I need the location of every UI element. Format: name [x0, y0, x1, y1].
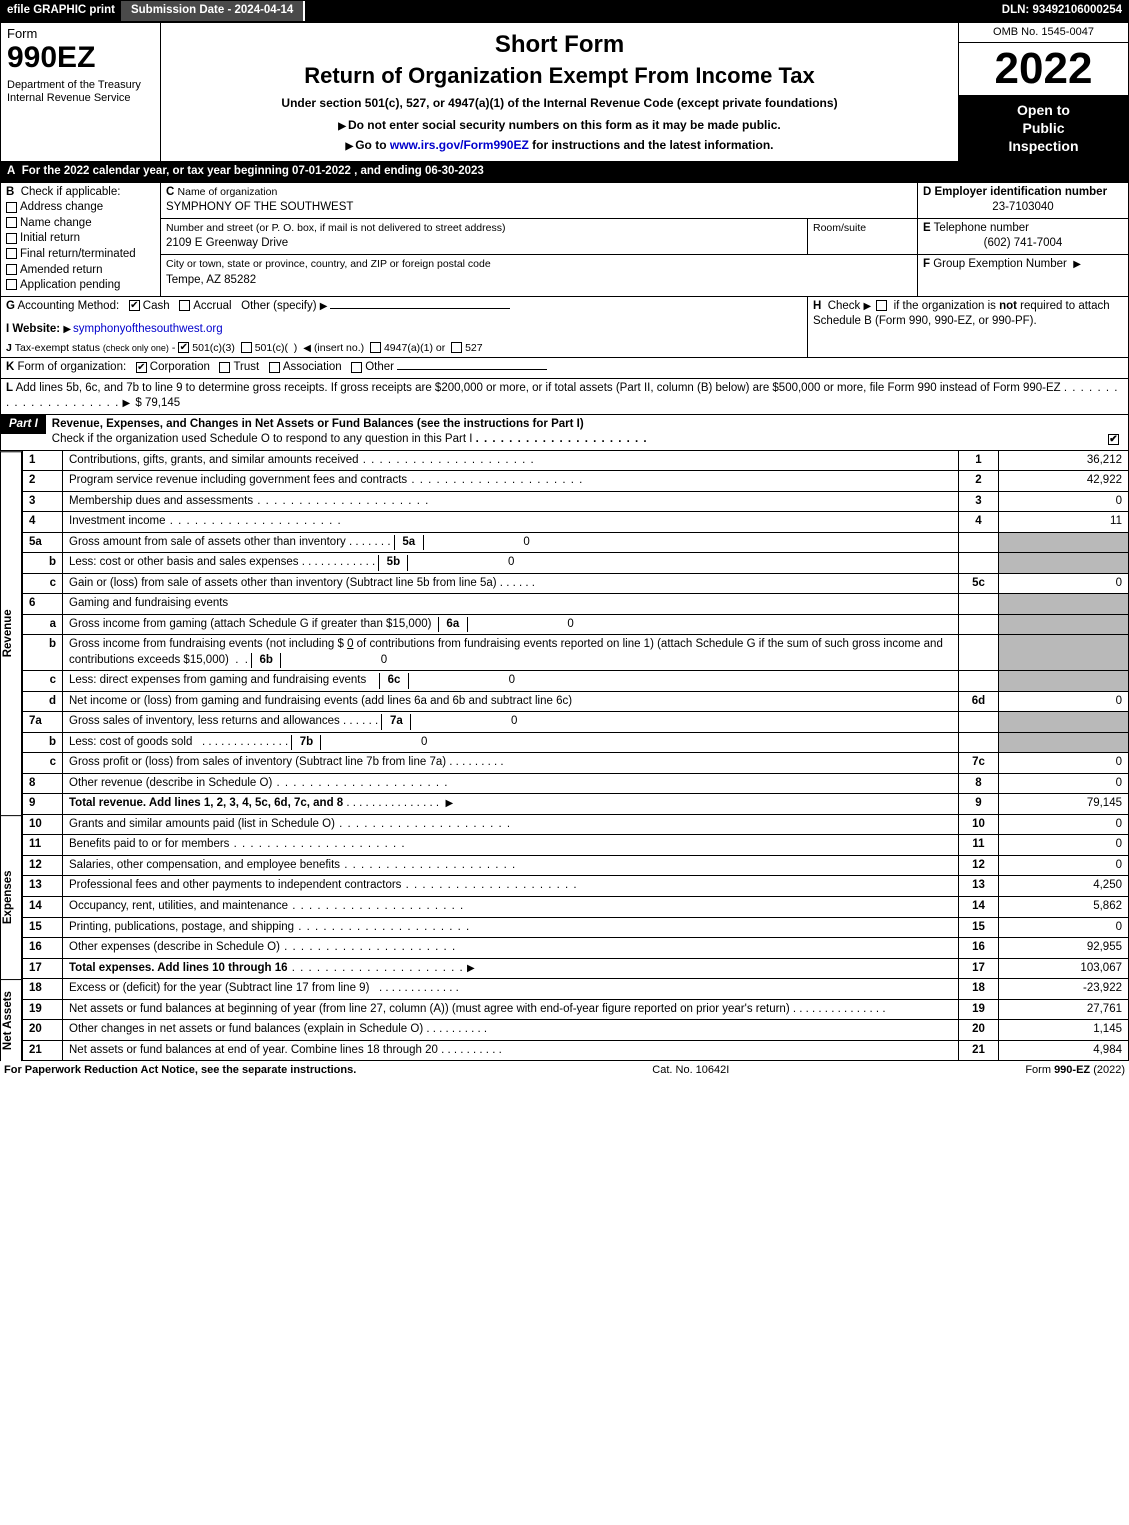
title-sub: Under section 501(c), 527, or 4947(a)(1)… — [167, 91, 952, 115]
k-block: K Form of organization: Corporation Trus… — [0, 358, 1129, 379]
dln-label: DLN: 93492106000254 — [996, 1, 1128, 21]
telephone: (602) 741-7004 — [923, 236, 1123, 252]
title-main: Return of Organization Exempt From Incom… — [167, 61, 952, 91]
chk-cash[interactable] — [129, 300, 140, 311]
chk-final-return[interactable] — [6, 248, 17, 259]
website-link[interactable]: symphonyofthesouthwest.org — [73, 323, 223, 335]
irs-link[interactable]: www.irs.gov/Form990EZ — [390, 138, 529, 152]
side-revenue: Revenue — [0, 451, 22, 815]
side-netassets: Net Assets — [0, 979, 22, 1061]
tax-year: 2022 — [959, 43, 1128, 95]
ein: 23-7103040 — [923, 200, 1123, 216]
revenue-section: Revenue 1Contributions, gifts, grants, a… — [0, 451, 1129, 815]
chk-schedule-o-part1[interactable] — [1108, 434, 1119, 445]
chk-amended-return[interactable] — [6, 264, 17, 275]
org-city: Tempe, AZ 85282 — [166, 274, 256, 286]
efile-label[interactable]: efile GRAPHIC print — [1, 1, 121, 21]
org-street: 2109 E Greenway Drive — [166, 237, 288, 249]
dept-treasury: Department of the Treasury Internal Reve… — [7, 79, 154, 107]
chk-corporation[interactable] — [136, 362, 147, 373]
public-inspection: Open to Public Inspection — [959, 95, 1128, 162]
form-word: Form — [7, 25, 154, 43]
instr-ssn: Do not enter social security numbers on … — [167, 115, 952, 136]
form-number: 990EZ — [7, 43, 154, 73]
part1-header: Part I Revenue, Expenses, and Changes in… — [0, 415, 1129, 451]
chk-application-pending[interactable] — [6, 279, 17, 290]
title-short: Short Form — [167, 29, 952, 61]
form-header: Form 990EZ Department of the Treasury In… — [0, 22, 1129, 162]
b-label: Check if applicable: — [21, 186, 121, 198]
chk-association[interactable] — [269, 362, 280, 373]
gross-receipts: $ 79,145 — [135, 397, 180, 409]
page-footer: For Paperwork Reduction Act Notice, see … — [0, 1061, 1129, 1080]
chk-schedule-b[interactable] — [876, 300, 887, 311]
chk-trust[interactable] — [219, 362, 230, 373]
chk-initial-return[interactable] — [6, 233, 17, 244]
omb-number: OMB No. 1545-0047 — [959, 23, 1128, 43]
chk-accrual[interactable] — [179, 300, 190, 311]
org-name: SYMPHONY OF THE SOUTHWEST — [166, 201, 353, 213]
line-a: A For the 2022 calendar year, or tax yea… — [0, 162, 1129, 183]
chk-other-org[interactable] — [351, 362, 362, 373]
j-text: Tax-exempt status (check only one) - 501… — [15, 342, 483, 354]
instr-goto: Go to www.irs.gov/Form990EZ for instruct… — [167, 135, 952, 156]
side-expenses: Expenses — [0, 815, 22, 979]
gh-block: G Accounting Method: Cash Accrual Other … — [0, 297, 1129, 359]
expenses-section: Expenses 10Grants and similar amounts pa… — [0, 815, 1129, 979]
l-block: L Add lines 5b, 6c, and 7b to line 9 to … — [0, 379, 1129, 415]
chk-address-change[interactable] — [6, 202, 17, 213]
chk-name-change[interactable] — [6, 217, 17, 228]
top-bar: efile GRAPHIC print Submission Date - 20… — [0, 0, 1129, 22]
entity-block: B Check if applicable: Address change Na… — [0, 183, 1129, 297]
submission-date: Submission Date - 2024-04-14 — [121, 1, 305, 21]
netassets-section: Net Assets 18Excess or (deficit) for the… — [0, 979, 1129, 1061]
